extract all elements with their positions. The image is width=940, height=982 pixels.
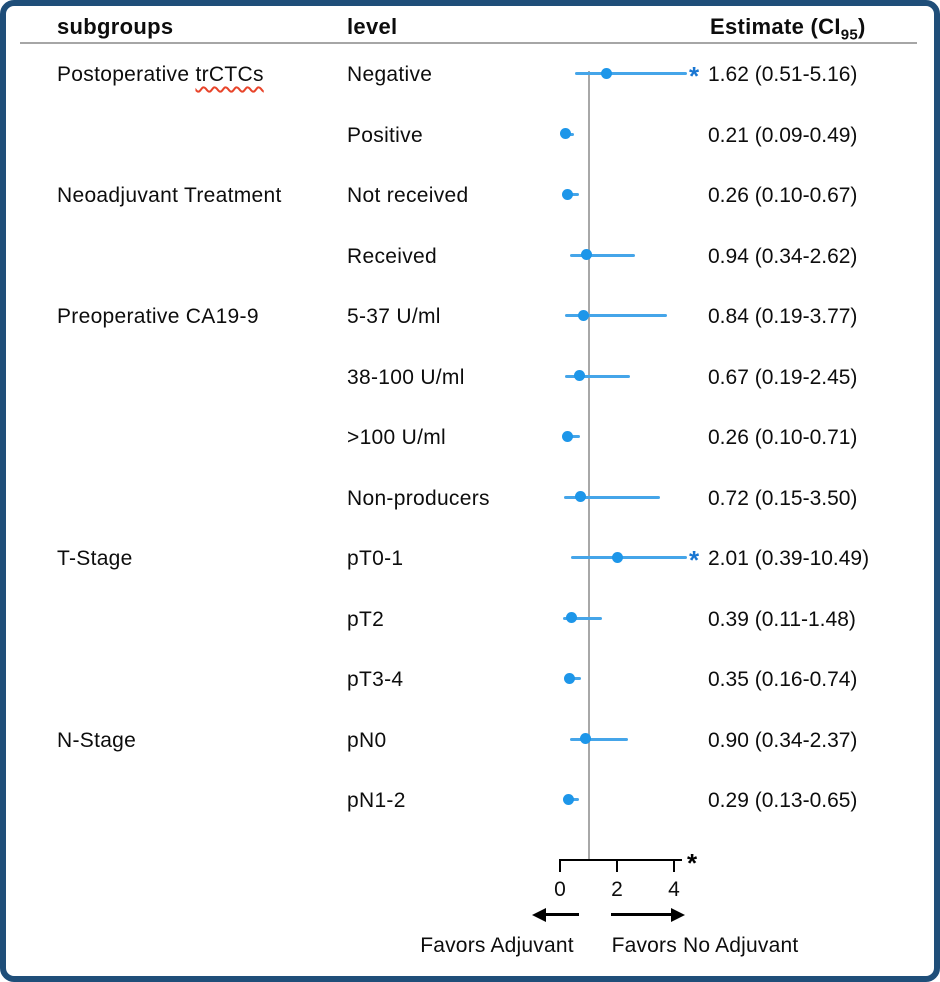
ci-truncated-asterisk: * [689, 545, 700, 575]
column-header-estimate: Estimate (CI95) [710, 14, 866, 43]
estimate-header-text: Estimate (CI [710, 14, 841, 39]
level-label: Non-producers [347, 486, 490, 510]
estimate-value: 0.72 (0.15-3.50) [708, 486, 858, 510]
subgroup-label: T-Stage [57, 547, 133, 570]
estimate-value: 0.26 (0.10-0.67) [708, 184, 858, 207]
estimate-dot [562, 793, 574, 805]
estimate-dot [575, 491, 587, 502]
estimate-value: 0.26 (0.10-0.71) [708, 426, 858, 449]
subgroup-label-misspelled-word: trCTCs [195, 63, 264, 86]
confidence-interval-line [563, 616, 603, 620]
level-label: Not received [347, 184, 469, 207]
x-axis-tick-label: 4 [668, 878, 680, 901]
confidence-interval-line [571, 556, 687, 559]
estimate-dot [580, 733, 592, 744]
level-label: pN1-2 [347, 789, 406, 812]
estimate-dot [561, 188, 573, 200]
subgroup-label-text: Postoperative [57, 63, 196, 86]
favors-adjuvant-arrow-icon [532, 908, 546, 922]
x-axis-tick-label: 2 [611, 878, 623, 901]
favors-no-adjuvant-label: Favors No Adjuvant [611, 934, 799, 957]
estimate-dot [560, 128, 572, 139]
axis-truncation-asterisk: * [687, 848, 698, 878]
estimate-dot [561, 430, 573, 442]
estimate-dot [581, 249, 593, 260]
favors-no-adjuvant-arrow-shaft [611, 913, 672, 916]
estimate-value: 0.94 (0.34-2.62) [708, 244, 858, 268]
estimate-dot [578, 309, 590, 321]
subgroup-label: Preoperative CA19-9 [57, 305, 259, 328]
favors-no-adjuvant-arrow-icon [671, 908, 685, 922]
ci-truncated-asterisk: * [689, 61, 700, 91]
estimate-header-subscript: 95 [840, 26, 859, 44]
x-axis-line [559, 859, 682, 861]
subgroup-label: Neoadjuvant Treatment [57, 184, 282, 207]
estimate-dot [564, 672, 576, 684]
estimate-value: 0.90 (0.34-2.37) [708, 728, 858, 752]
confidence-interval-line [574, 72, 687, 75]
estimate-dot [565, 612, 577, 623]
level-label: pT0-1 [347, 547, 404, 570]
level-label: >100 U/ml [347, 426, 446, 449]
confidence-interval-line [565, 374, 630, 378]
x-axis-tick [616, 859, 618, 872]
header-divider [20, 42, 917, 44]
level-label: Received [347, 244, 437, 268]
estimate-value: 0.67 (0.19-2.45) [708, 365, 858, 389]
estimate-header-suffix: ) [858, 14, 866, 39]
level-label: pT2 [347, 607, 385, 631]
reference-line [588, 71, 590, 860]
level-label: pN0 [347, 728, 387, 752]
favors-adjuvant-label: Favors Adjuvant [420, 934, 574, 957]
estimate-dot [600, 67, 612, 79]
subgroup-label: Postoperative trCTCs [57, 63, 264, 87]
confidence-interval-line [565, 314, 668, 317]
confidence-interval-line [569, 253, 635, 257]
estimate-value: 0.35 (0.16-0.74) [708, 668, 858, 691]
confidence-interval-line [564, 495, 660, 499]
estimate-value: 0.84 (0.19-3.77) [708, 305, 858, 328]
estimate-value: 1.62 (0.51-5.16) [708, 63, 858, 86]
column-header-level: level [347, 14, 398, 39]
confidence-interval-line [569, 737, 628, 741]
estimate-dot [573, 370, 585, 381]
estimate-value: 0.39 (0.11-1.48) [708, 607, 856, 631]
level-label: Positive [347, 123, 423, 147]
x-axis-tick [673, 859, 675, 872]
subgroup-label: N-Stage [57, 728, 137, 752]
level-label: 5-37 U/ml [347, 305, 441, 328]
favors-adjuvant-arrow-shaft [545, 913, 579, 916]
estimate-value: 0.21 (0.09-0.49) [708, 123, 858, 147]
level-label: 38-100 U/ml [347, 365, 465, 389]
column-header-subgroups: subgroups [57, 14, 174, 39]
x-axis-tick-label: 0 [554, 878, 566, 901]
level-label: Negative [347, 63, 433, 86]
level-label: pT3-4 [347, 668, 404, 691]
estimate-value: 0.29 (0.13-0.65) [708, 789, 858, 812]
estimate-dot [611, 551, 623, 563]
estimate-value: 2.01 (0.39-10.49) [708, 547, 870, 570]
x-axis-tick [559, 859, 561, 872]
